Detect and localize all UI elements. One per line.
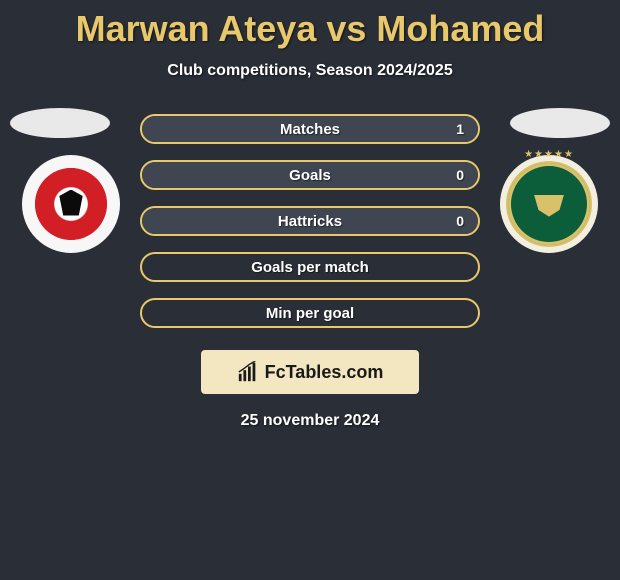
stat-bar-value: 0 xyxy=(456,167,464,183)
stat-bar-label: Min per goal xyxy=(266,305,354,322)
al-ahly-crest-icon xyxy=(35,168,107,240)
chart-icon xyxy=(237,361,259,383)
player-right-silhouette xyxy=(510,108,610,138)
stat-bar: Hattricks 0 xyxy=(140,206,480,236)
club-badge-right xyxy=(500,155,598,253)
fctables-label: FcTables.com xyxy=(265,362,384,383)
stat-bar-label: Goals xyxy=(289,167,331,184)
stat-bar: Goals per match xyxy=(140,252,480,282)
snapshot-date: 25 november 2024 xyxy=(0,412,620,430)
stat-bar: Goals 0 xyxy=(140,160,480,190)
player-left-silhouette xyxy=(10,108,110,138)
fctables-branding: FcTables.com xyxy=(201,350,419,394)
al-ittihad-crest-icon xyxy=(508,163,590,245)
page-title: Marwan Ateya vs Mohamed xyxy=(0,0,620,50)
stat-bar-value: 1 xyxy=(456,121,464,137)
stat-bar-value: 0 xyxy=(456,213,464,229)
stat-bar: Min per goal xyxy=(140,298,480,328)
stat-bar: Matches 1 xyxy=(140,114,480,144)
competition-subtitle: Club competitions, Season 2024/2025 xyxy=(0,62,620,80)
stat-bar-label: Matches xyxy=(280,121,340,138)
club-badge-left xyxy=(22,155,120,253)
stat-bar-label: Hattricks xyxy=(278,213,342,230)
stat-bar-label: Goals per match xyxy=(251,259,369,276)
